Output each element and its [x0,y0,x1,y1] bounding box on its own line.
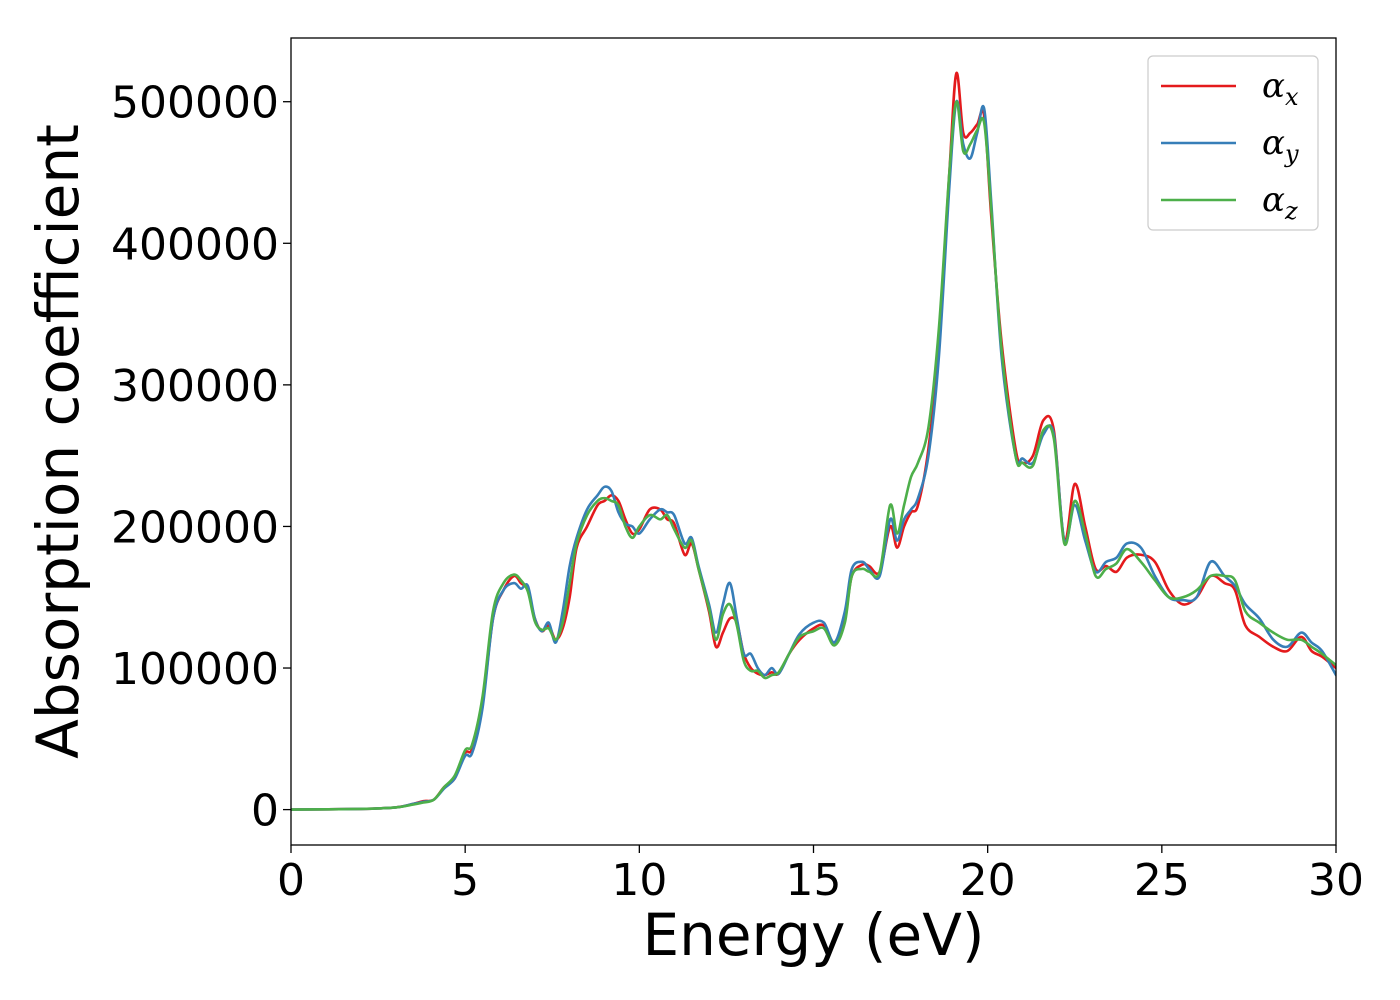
y-axis-title: Absorption coefficient [24,124,92,759]
legend-subscript: y [1284,140,1299,168]
legend-symbol: α [1262,180,1285,220]
y-tick-label: 400000 [111,219,279,270]
legend-label-x: αx [1262,66,1299,111]
x-tick-label: 25 [1134,855,1190,906]
y-tick-label: 0 [251,786,279,837]
legend-label-y: αy [1262,123,1299,168]
y-tick-label: 200000 [111,502,279,553]
x-tick-label: 0 [277,855,305,906]
x-tick-label: 20 [960,855,1016,906]
x-tick-label: 5 [451,855,479,906]
series-line-y [291,99,1336,811]
y-tick-label: 300000 [111,361,279,412]
x-tick-label: 30 [1308,855,1364,906]
y-tick-label: 100000 [111,644,279,695]
legend-subscript: x [1285,83,1299,111]
plot-area [290,37,1337,846]
x-tick-label: 10 [611,855,667,906]
legend-subscript: z [1284,197,1298,225]
y-axis-ticks: 0 100000 200000 300000 400000 500000 [111,78,291,837]
y-tick-label: 500000 [111,78,279,129]
x-tick-label: 15 [786,855,842,906]
series-line-z [291,100,1336,811]
series-layer [291,72,1336,811]
x-axis-ticks: 0 5 10 15 20 25 30 [277,845,1364,906]
x-axis-title: Energy (eV) [642,901,984,969]
legend-symbol: α [1262,123,1285,163]
legend-symbol: α [1262,66,1285,106]
legend-label-z: αz [1262,180,1298,225]
